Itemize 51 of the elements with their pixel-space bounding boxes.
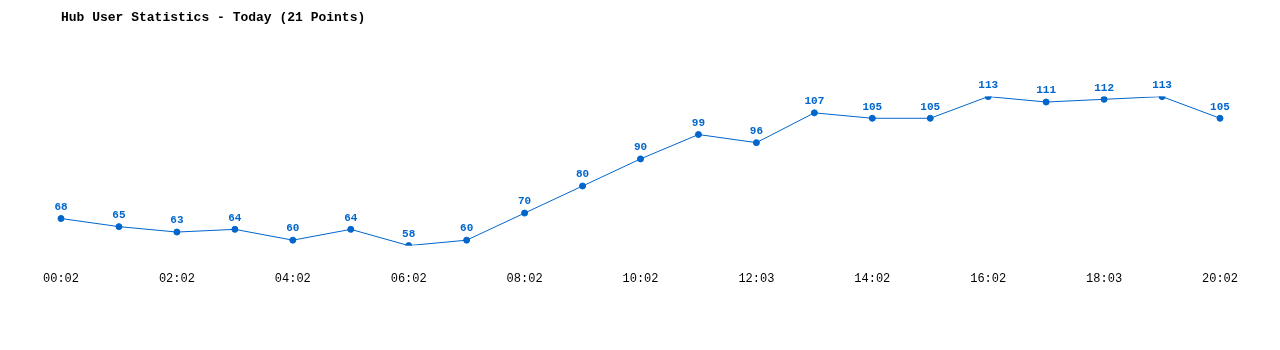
data-label: 90 xyxy=(633,141,648,154)
chart-title: Hub User Statistics - Today (21 Points) xyxy=(61,10,366,26)
x-tick-label: 00:02 xyxy=(42,271,80,286)
point xyxy=(637,155,644,163)
x-tick-label: 14:02 xyxy=(854,271,891,286)
x-tick-label: 08:02 xyxy=(506,271,543,286)
x-tick-label: 06:02 xyxy=(390,271,427,286)
data-label: 107 xyxy=(804,95,825,108)
point xyxy=(115,223,123,231)
point xyxy=(231,225,239,233)
data-label: 64 xyxy=(228,211,242,224)
data-label: 58 xyxy=(402,227,416,240)
data-label: 105 xyxy=(862,100,883,113)
point xyxy=(926,114,934,122)
data-label: 113 xyxy=(1152,78,1173,91)
data-label: 80 xyxy=(575,168,590,181)
point xyxy=(694,131,702,139)
x-tick-label: 02:02 xyxy=(158,271,195,286)
x-tick-label: 10:02 xyxy=(622,271,659,286)
data-label: 96 xyxy=(749,124,763,137)
data-label: 65 xyxy=(112,208,126,221)
point xyxy=(868,114,876,122)
point xyxy=(1216,114,1224,122)
data-label: 60 xyxy=(460,222,474,235)
point xyxy=(752,139,760,147)
data-label: 105 xyxy=(920,100,941,113)
data-label: 113 xyxy=(978,78,999,91)
data-label: 63 xyxy=(170,214,184,227)
data-label: 70 xyxy=(518,195,532,208)
x-tick-label: 12:03 xyxy=(738,271,775,286)
point xyxy=(57,215,65,223)
data-label: 112 xyxy=(1094,81,1115,94)
x-tick-label: 20:02 xyxy=(1201,271,1239,286)
data-label: 105 xyxy=(1210,100,1231,113)
x-tick-label: 18:03 xyxy=(1086,271,1123,286)
point xyxy=(463,236,471,244)
point xyxy=(521,209,529,217)
data-label: 64 xyxy=(344,211,358,224)
data-label: 99 xyxy=(691,116,706,129)
point xyxy=(289,236,297,244)
point xyxy=(810,109,818,117)
data-label: 60 xyxy=(286,222,300,235)
point xyxy=(579,182,587,190)
x-tick-label: 04:02 xyxy=(274,271,311,286)
point xyxy=(1042,98,1050,106)
point xyxy=(347,225,355,233)
data-label: 68 xyxy=(54,200,68,213)
x-tick-label: 16:02 xyxy=(970,271,1007,286)
data-label: 111 xyxy=(1036,84,1057,97)
point xyxy=(173,228,181,236)
point xyxy=(1100,96,1108,103)
